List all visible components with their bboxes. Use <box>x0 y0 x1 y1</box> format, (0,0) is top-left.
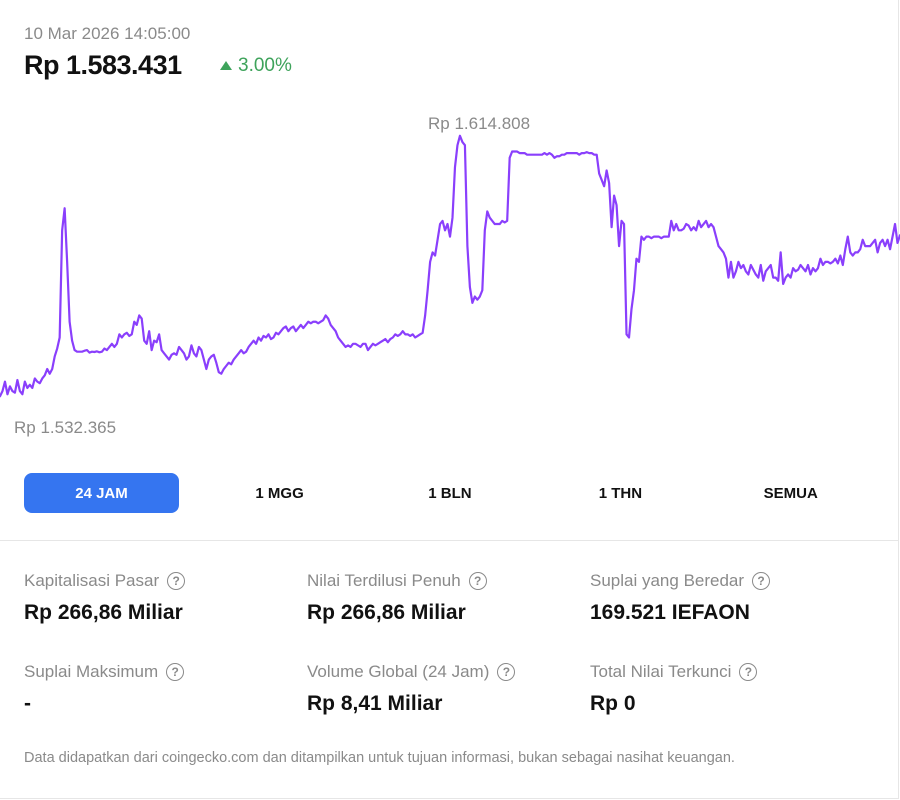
stat-max-supply: Suplai Maksimum ? - <box>24 662 294 716</box>
circulating-supply-label: Suplai yang Beredar <box>590 571 745 590</box>
section-divider <box>0 540 899 541</box>
global-volume-label: Volume Global (24 Jam) <box>307 662 490 681</box>
range-1w-button[interactable]: 1 MGG <box>255 484 304 502</box>
stat-circulating-supply: Suplai yang Beredar ? 169.521 IEFAON <box>590 571 860 625</box>
range-1y-button[interactable]: 1 THN <box>598 484 643 502</box>
price-chart[interactable] <box>0 100 900 450</box>
up-arrow-icon <box>220 60 232 70</box>
stat-global-volume: Volume Global (24 Jam) ? Rp 8,41 Miliar <box>307 662 577 716</box>
max-supply-label: Suplai Maksimum <box>24 662 159 681</box>
help-icon[interactable]: ? <box>166 663 185 681</box>
stat-market-cap: Kapitalisasi Pasar ? Rp 266,86 Miliar <box>24 571 294 625</box>
stat-fdv: Nilai Terdilusi Penuh ? Rp 266,86 Miliar <box>307 571 577 625</box>
fdv-value: Rp 266,86 Miliar <box>307 601 466 624</box>
price-change: 3.00% <box>220 55 292 77</box>
disclaimer-note: Data didapatkan dari coingecko.com dan d… <box>24 750 735 766</box>
chart-min-label: Rp 1.532.365 <box>14 418 117 437</box>
range-24h-button[interactable]: 24 JAM <box>24 473 179 513</box>
price-change-value: 3.00% <box>238 55 292 76</box>
tvl-value: Rp 0 <box>590 692 636 715</box>
tvl-label: Total Nilai Terkunci <box>590 662 732 681</box>
help-icon[interactable]: ? <box>167 572 186 590</box>
current-price: Rp 1.583.431 <box>24 50 182 80</box>
time-range-selector: 24 JAM 1 MGG 1 BLN 1 THN SEMUA <box>24 473 876 513</box>
help-icon[interactable]: ? <box>739 663 758 681</box>
range-all-button[interactable]: SEMUA <box>763 484 818 502</box>
help-icon[interactable]: ? <box>468 572 487 590</box>
market-cap-label: Kapitalisasi Pasar <box>24 571 160 590</box>
stat-tvl: Total Nilai Terkunci ? Rp 0 <box>590 662 860 716</box>
price-timestamp: 10 Mar 2026 14:05:00 <box>24 24 191 43</box>
circulating-supply-value: 169.521 IEFAON <box>590 601 750 624</box>
market-cap-value: Rp 266,86 Miliar <box>24 601 183 624</box>
price-series-line <box>0 134 900 398</box>
chart-max-label: Rp 1.614.808 <box>428 114 531 133</box>
global-volume-value: Rp 8,41 Miliar <box>307 692 443 715</box>
range-1m-button[interactable]: 1 BLN <box>428 484 472 502</box>
help-icon[interactable]: ? <box>497 663 516 681</box>
max-supply-value: - <box>24 692 31 715</box>
help-icon[interactable]: ? <box>752 572 771 590</box>
fdv-label: Nilai Terdilusi Penuh <box>307 571 461 590</box>
